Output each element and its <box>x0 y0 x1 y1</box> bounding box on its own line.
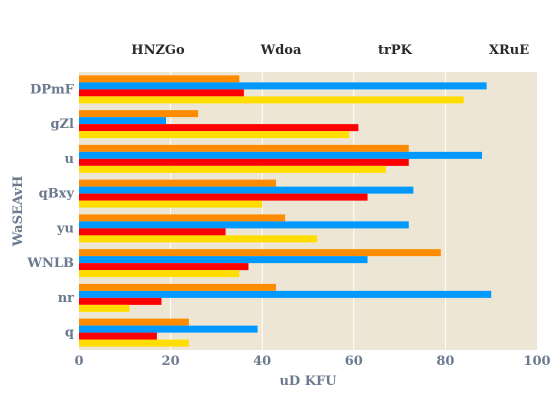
y-tick-label: WNLB <box>26 256 74 271</box>
grid-lines <box>170 72 446 350</box>
x-tick-labels: 0 20 40 60 80 100 <box>74 354 550 369</box>
y-tick-labels: DPmF gZl u qBxy yu WNLB nr q <box>26 82 74 340</box>
legend-item-Wdoa: Wdoa <box>260 43 302 58</box>
bar-trPK-qBxy <box>79 193 368 201</box>
legend: HNZGo Wdoa trPK XRuE <box>131 43 529 58</box>
x-tick-label: 60 <box>345 354 363 369</box>
bar-trPK-WNLB <box>79 263 249 271</box>
bar-XRuE-q <box>79 339 189 347</box>
bar-XRuE-qBxy <box>79 200 263 208</box>
y-axis-title: WaSEAvH <box>11 176 26 248</box>
y-tick-label: qBxy <box>39 187 75 202</box>
bar-trPK-u <box>79 158 409 166</box>
bar-Wdoa-DPmF <box>79 82 487 90</box>
bar-Wdoa-nr <box>79 290 492 298</box>
x-tick-label: 100 <box>523 354 550 369</box>
bar-trPK-gZl <box>79 124 359 132</box>
bar-HNZGo-qBxy <box>79 179 276 187</box>
bar-XRuE-DPmF <box>79 96 464 104</box>
bar-XRuE-yu <box>79 235 318 243</box>
bar-HNZGo-u <box>79 144 409 152</box>
bar-XRuE-u <box>79 165 386 173</box>
legend-item-XRuE: XRuE <box>489 43 529 58</box>
x-axis-title: uD KFU <box>279 374 337 389</box>
bar-Wdoa-gZl <box>79 117 167 125</box>
bar-HNZGo-WNLB <box>79 249 441 257</box>
bar-Wdoa-u <box>79 151 483 159</box>
x-tick-label: 0 <box>74 354 83 369</box>
bar-HNZGo-q <box>79 318 189 326</box>
bar-HNZGo-DPmF <box>79 75 240 83</box>
bar-Wdoa-WNLB <box>79 256 368 264</box>
y-tick-label: nr <box>58 291 74 306</box>
x-tick-label: 40 <box>253 354 271 369</box>
bar-trPK-nr <box>79 297 162 305</box>
bar-Wdoa-yu <box>79 221 409 229</box>
y-tick-label: u <box>65 152 74 167</box>
bars <box>79 75 492 347</box>
y-tick-label: DPmF <box>30 82 75 97</box>
bar-trPK-DPmF <box>79 89 244 97</box>
bar-XRuE-nr <box>79 304 130 312</box>
bar-Wdoa-qBxy <box>79 186 414 194</box>
bar-HNZGo-gZl <box>79 110 199 118</box>
x-tick-label: 80 <box>436 354 454 369</box>
x-tick-label: 20 <box>162 354 180 369</box>
bar-trPK-yu <box>79 228 226 236</box>
bar-HNZGo-yu <box>79 214 286 222</box>
bar-Wdoa-q <box>79 325 258 333</box>
y-tick-label: yu <box>56 221 74 236</box>
bar-trPK-q <box>79 332 157 340</box>
y-tick-label: q <box>65 326 74 341</box>
y-tick-label: gZl <box>50 117 74 132</box>
bar-XRuE-WNLB <box>79 270 240 278</box>
legend-item-HNZGo: HNZGo <box>131 43 185 58</box>
bar-XRuE-gZl <box>79 131 350 139</box>
legend-item-trPK: trPK <box>378 43 413 58</box>
bar-HNZGo-nr <box>79 283 276 291</box>
